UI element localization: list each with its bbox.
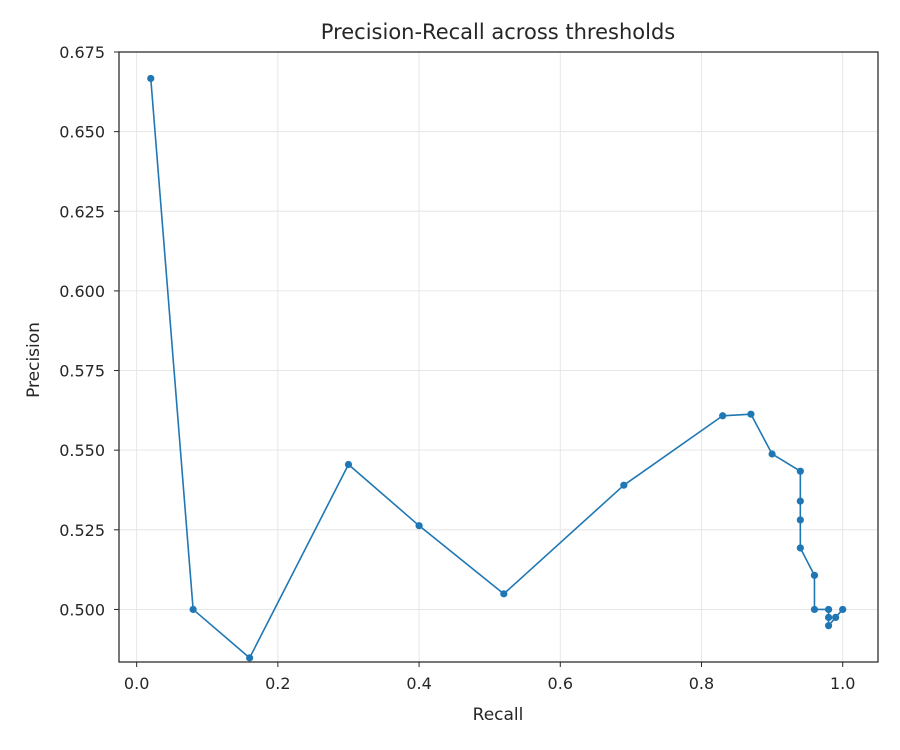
chart-title: Precision-Recall across thresholds bbox=[321, 20, 675, 44]
grid-lines bbox=[119, 51, 878, 662]
data-point bbox=[246, 654, 254, 662]
y-axis: 0.500 0.525 0.550 0.575 0.600 0.625 0.650 0.675 bbox=[59, 43, 119, 619]
data-point bbox=[810, 571, 819, 579]
data-point bbox=[620, 481, 628, 489]
data-point bbox=[719, 412, 727, 420]
x-axis-label: Recall bbox=[473, 705, 524, 725]
y-axis-label: Precision bbox=[24, 322, 44, 398]
y-tick-label: 0.575 bbox=[59, 362, 105, 381]
data-point bbox=[796, 467, 804, 475]
x-tick-label: 0.6 bbox=[548, 674, 573, 693]
x-axis: 0.0 0.2 0.4 0.6 0.8 1.0 bbox=[124, 662, 855, 693]
data-point bbox=[839, 605, 847, 614]
data-point bbox=[189, 605, 197, 614]
series-line bbox=[149, 78, 844, 659]
data-point bbox=[824, 613, 833, 622]
data-point bbox=[832, 613, 840, 622]
y-tick-label: 0.550 bbox=[59, 441, 105, 460]
x-tick-label: 0.0 bbox=[124, 674, 149, 693]
data-point bbox=[344, 460, 353, 469]
y-tick-label: 0.525 bbox=[59, 521, 105, 540]
data-point bbox=[810, 605, 819, 614]
data-point bbox=[824, 622, 833, 630]
data-point bbox=[796, 497, 804, 505]
data-point bbox=[796, 544, 804, 552]
data-point bbox=[415, 522, 423, 530]
y-tick-label: 0.625 bbox=[59, 202, 105, 221]
series-layer bbox=[147, 74, 847, 662]
y-tick-label: 0.675 bbox=[59, 43, 105, 62]
data-point bbox=[147, 74, 155, 83]
y-tick-label: 0.600 bbox=[59, 282, 105, 301]
plot-frame bbox=[118, 51, 879, 663]
x-tick-label: 0.4 bbox=[406, 674, 431, 693]
data-point bbox=[500, 590, 508, 598]
data-point bbox=[796, 516, 804, 524]
x-tick-label: 0.8 bbox=[689, 674, 714, 693]
y-tick-label: 0.650 bbox=[59, 123, 105, 142]
data-point bbox=[824, 605, 833, 614]
data-point bbox=[768, 450, 776, 458]
x-tick-label: 0.2 bbox=[265, 674, 290, 693]
y-tick-label: 0.500 bbox=[59, 600, 105, 619]
data-point bbox=[747, 410, 755, 418]
x-tick-label: 1.0 bbox=[830, 674, 855, 693]
